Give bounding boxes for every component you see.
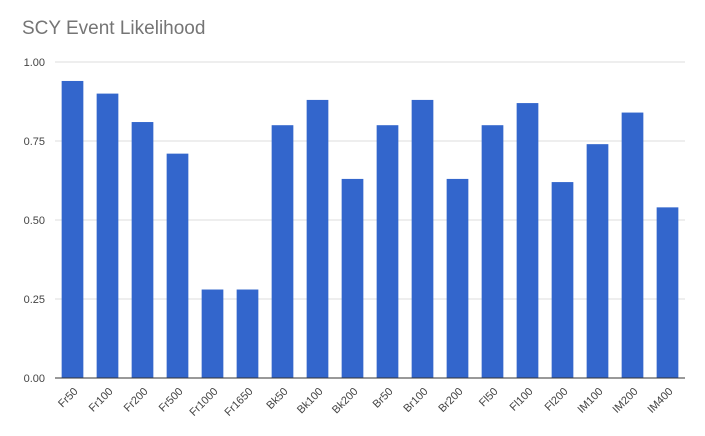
x-axis-ticks: Fr50 Fr100 Fr200 Fr500 Fr1000 Fr1650 Bk50 Bk100…: [56, 386, 675, 419]
x-tick-label: Bk100: [295, 386, 326, 417]
x-tick-label: IM100: [576, 386, 606, 416]
bar-br50: [376, 125, 399, 378]
bar-im100: [586, 144, 609, 378]
bar-fr1000: [201, 289, 224, 378]
bar-fr100: [96, 93, 119, 378]
bar-fl50: [481, 125, 504, 378]
x-tick-label: Br100: [401, 386, 430, 415]
y-tick-label: 0.75: [24, 136, 45, 148]
bar-im200: [621, 112, 644, 378]
y-tick-label: 0.00: [24, 373, 45, 385]
y-tick-label: 0.50: [24, 215, 45, 227]
x-tick-label: IM400: [646, 386, 676, 416]
bar-fl100: [516, 103, 539, 378]
bar-fr1650: [236, 289, 259, 378]
bar-bk100: [306, 99, 329, 379]
bar-fr500: [166, 153, 189, 378]
y-tick-label: 1.00: [24, 57, 45, 69]
y-axis-ticks: 0.00 0.25 0.50 0.75 1.00: [24, 57, 45, 385]
bars: [61, 80, 679, 379]
bar-br200: [446, 178, 469, 378]
x-tick-label: Fl200: [543, 386, 571, 414]
x-tick-label: Fr500: [157, 386, 186, 415]
x-tick-label: Bk50: [264, 386, 290, 412]
x-tick-label: Fr200: [122, 386, 151, 415]
chart-title: SCY Event Likelihood: [22, 18, 206, 39]
x-tick-label: Bk200: [330, 386, 361, 417]
y-tick-label: 0.25: [24, 294, 45, 306]
bar-im400: [656, 207, 679, 378]
x-tick-label: Br200: [436, 386, 465, 415]
bar-br100: [411, 99, 434, 379]
x-tick-label: Fl100: [508, 386, 536, 414]
x-tick-label: Fl50: [477, 386, 501, 410]
bar-fr200: [131, 122, 154, 378]
x-tick-label: IM200: [611, 386, 641, 416]
x-tick-label: Fr1650: [222, 386, 255, 419]
bar-fr50: [61, 80, 84, 379]
x-tick-label: Fr100: [87, 386, 116, 415]
bar-bk50: [271, 125, 294, 378]
x-tick-label: Br50: [371, 386, 396, 411]
bar-fl200: [551, 182, 574, 378]
bar-bk200: [341, 178, 364, 378]
x-tick-label: Fr1000: [187, 386, 220, 419]
x-tick-label: Fr50: [56, 386, 80, 410]
